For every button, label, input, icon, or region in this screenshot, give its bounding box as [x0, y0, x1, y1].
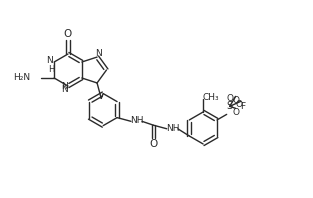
Text: O: O: [150, 139, 158, 149]
Text: N: N: [62, 85, 68, 93]
Text: F: F: [240, 102, 245, 111]
Text: NH: NH: [130, 116, 144, 125]
Text: NH: NH: [166, 124, 180, 133]
Text: O: O: [232, 96, 239, 105]
Text: N: N: [46, 55, 53, 65]
Text: O: O: [232, 108, 239, 117]
Text: O: O: [235, 100, 242, 109]
Text: S: S: [227, 101, 233, 111]
Text: CH₃: CH₃: [203, 93, 219, 102]
Text: N: N: [61, 82, 67, 90]
Text: O: O: [226, 94, 233, 103]
Text: O: O: [64, 29, 72, 39]
Text: N: N: [95, 49, 101, 58]
Text: H₂N: H₂N: [13, 72, 31, 82]
Text: H: H: [48, 65, 54, 73]
